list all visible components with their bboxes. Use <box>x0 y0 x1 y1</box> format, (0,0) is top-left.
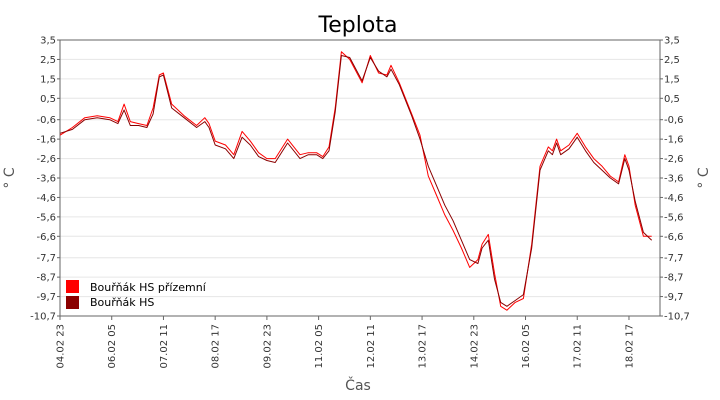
y-tick-label-right: -10,7 <box>664 312 690 323</box>
y-tick-label-right: -5,6 <box>664 212 684 223</box>
x-tick-label: 18.02 17 <box>624 324 635 369</box>
y-tick-label-right: -3,6 <box>664 174 684 185</box>
chart-title: Teplota <box>318 13 398 38</box>
y-tick-label-right: 3,5 <box>664 36 680 47</box>
y-tick-label-right: -8,7 <box>664 273 684 284</box>
y-tick-label-left: -7,7 <box>36 253 56 264</box>
y-tick-label-left: -2,6 <box>36 154 56 165</box>
grid-lines <box>60 39 660 317</box>
x-tick-label: 16.02 05 <box>521 324 532 369</box>
x-tick-label: 11.02 05 <box>314 324 325 369</box>
y-tick-label-right: -2,6 <box>664 154 684 165</box>
y-tick-label-right: 2,5 <box>664 55 680 66</box>
x-tick-label: 07.02 11 <box>159 324 170 369</box>
y-tick-label-right: -4,6 <box>664 193 684 204</box>
x-axis: 04.02 23 06.02 05 07.02 11 08.02 17 09.02 23… <box>56 316 635 369</box>
y-tick-label-right: -1,6 <box>664 135 684 146</box>
y-tick-label-left: 3,5 <box>40 36 56 47</box>
series-line-2 <box>59 55 653 307</box>
x-tick-label: 14.02 23 <box>469 324 480 369</box>
y-tick-label-left: -0,6 <box>36 115 56 126</box>
x-tick-label: 04.02 23 <box>56 324 67 369</box>
y-tick-label-right: 0,5 <box>664 94 680 105</box>
y-tick-label-right: -7,7 <box>664 253 684 264</box>
x-tick-label: 17.02 11 <box>573 324 584 369</box>
y-axis-right: 3,5 2,5 1,5 0,5 -0,6 -1,6 -2,6 -3,6 -4,6 -5,6 -6,6… <box>660 36 690 323</box>
x-tick-label: 06.02 05 <box>107 324 118 369</box>
legend: Bouřňák HS přízemní Bouřňák HS <box>66 280 207 309</box>
y-tick-label-left: -1,6 <box>36 135 56 146</box>
y-tick-label-left: -10,7 <box>30 312 56 323</box>
x-tick-label: 08.02 17 <box>211 324 222 369</box>
y-axis-left: 3,5 2,5 1,5 0,5 -0,6 -1,6 -2,6 -3,6 -4,6 -5,6 -6,6… <box>30 36 60 323</box>
legend-swatch-series-2 <box>66 296 79 309</box>
x-axis-label: Čas <box>345 376 371 394</box>
y-tick-label-left: -6,6 <box>36 232 56 243</box>
x-tick-label: 09.02 23 <box>262 324 273 369</box>
legend-swatch-series-1 <box>66 280 79 293</box>
y-tick-label-left: 2,5 <box>40 55 56 66</box>
legend-label-series-1: Bouřňák HS přízemní <box>90 281 207 294</box>
y-tick-label-left: 1,5 <box>40 74 56 85</box>
y-tick-label-right: 1,5 <box>664 74 680 85</box>
x-tick-label: 13.02 17 <box>418 324 429 369</box>
y-tick-label-left: 0,5 <box>40 94 56 105</box>
y-tick-label-left: -4,6 <box>36 193 56 204</box>
y-tick-label-left: -9,7 <box>36 292 56 303</box>
y-tick-label-left: -3,6 <box>36 174 56 185</box>
y-axis-label-right: ° C <box>696 167 712 188</box>
y-tick-label-left: -8,7 <box>36 273 56 284</box>
y-tick-label-right: -6,6 <box>664 232 684 243</box>
y-axis-label-left: ° C <box>2 167 18 188</box>
y-tick-label-right: -9,7 <box>664 292 684 303</box>
series-layer <box>59 51 653 311</box>
x-tick-label: 12.02 11 <box>366 324 377 369</box>
series-line-1 <box>59 51 652 311</box>
y-tick-label-left: -5,6 <box>36 212 56 223</box>
legend-label-series-2: Bouřňák HS <box>90 296 154 309</box>
y-tick-label-right: -0,6 <box>664 115 684 126</box>
